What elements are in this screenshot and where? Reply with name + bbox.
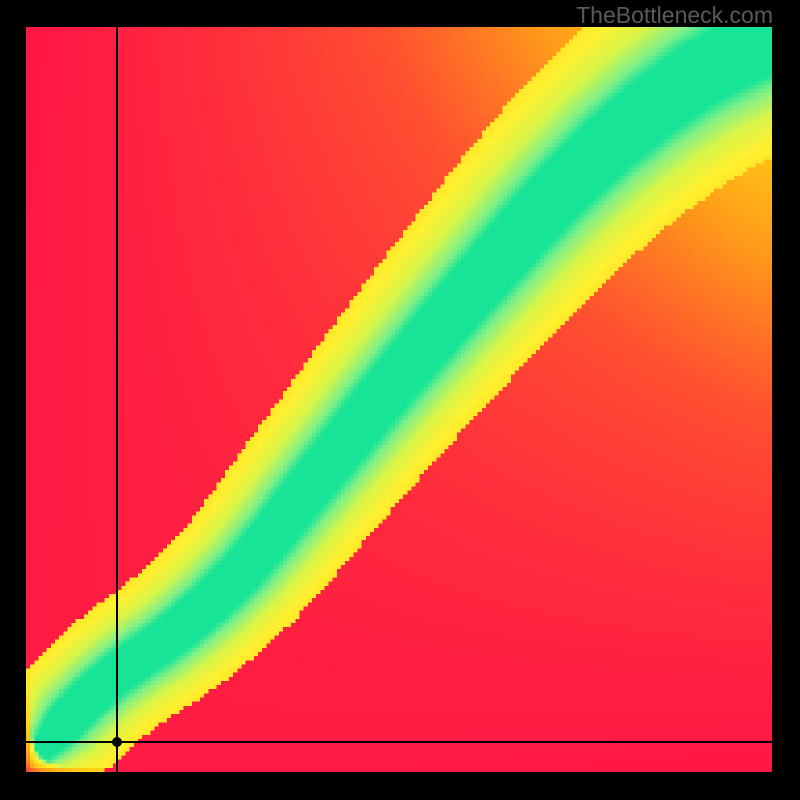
heatmap-canvas: [26, 27, 772, 772]
crosshair-horizontal: [26, 741, 772, 743]
crosshair-marker: [112, 737, 122, 747]
heatmap-plot: [26, 27, 772, 772]
crosshair-vertical: [116, 27, 118, 772]
watermark-text: TheBottleneck.com: [576, 2, 773, 29]
